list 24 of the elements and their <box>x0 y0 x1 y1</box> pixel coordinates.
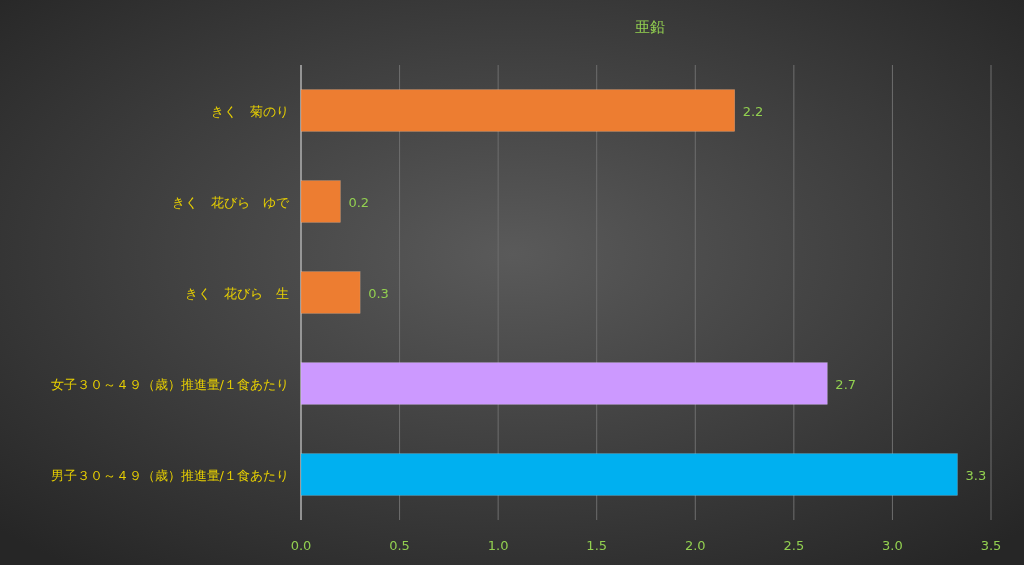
y-tick-label: 男子３０～４９（歳）推進量/１食あたり <box>50 467 289 483</box>
data-label: 3.3 <box>965 467 987 483</box>
x-tick-label: 2.0 <box>684 538 706 553</box>
y-tick-label: きく 花びら ゆで <box>172 194 290 210</box>
data-label: 2.7 <box>835 376 857 392</box>
x-tick-label: 3.5 <box>980 538 1002 553</box>
bar <box>300 453 958 496</box>
data-label: 0.2 <box>348 194 370 210</box>
data-label: 0.3 <box>368 285 389 301</box>
y-tick-label: きく 花びら 生 <box>185 285 289 301</box>
x-tick-label: 1.5 <box>586 538 608 553</box>
y-tick-label: 女子３０～４９（歳）推進量/１食あたり <box>50 376 289 392</box>
bar <box>300 180 341 223</box>
x-tick-label: 1.0 <box>487 538 509 553</box>
x-tick-label: 0.0 <box>290 538 312 553</box>
data-label: 2.2 <box>742 103 764 119</box>
x-tick-label: 3.0 <box>882 538 903 553</box>
x-tick-label: 2.5 <box>783 538 805 553</box>
y-tick-label: きく 菊のり <box>211 103 289 119</box>
bar <box>300 89 735 132</box>
bar <box>300 362 828 405</box>
x-tick-label: 0.5 <box>389 538 410 553</box>
bar <box>300 271 361 314</box>
chart-title: 亜鉛 <box>635 18 665 36</box>
